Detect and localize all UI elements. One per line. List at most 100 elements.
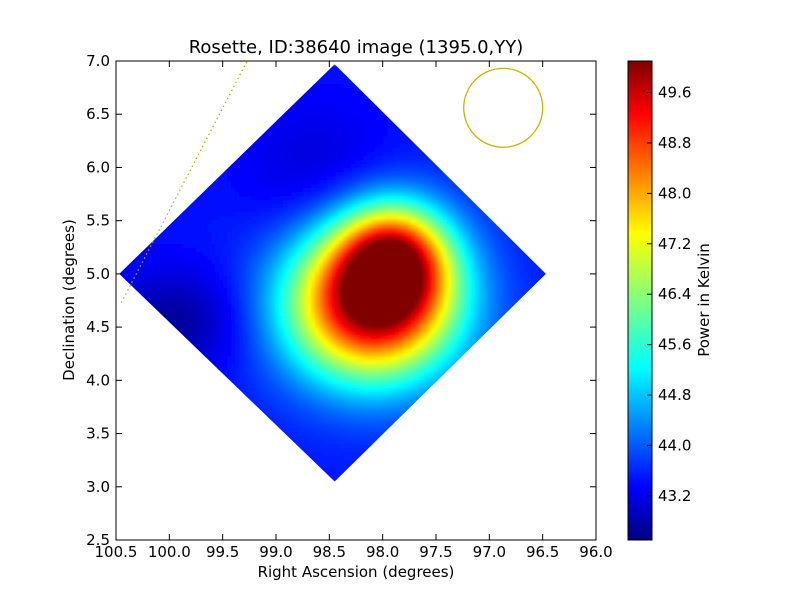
heatmap-cell bbox=[383, 176, 388, 181]
heatmap-cell bbox=[535, 196, 540, 201]
heatmap-cell bbox=[523, 244, 528, 249]
heatmap-cell bbox=[411, 136, 416, 141]
heatmap-cell bbox=[303, 216, 308, 221]
heatmap-cell bbox=[283, 168, 288, 173]
heatmap-cell bbox=[423, 184, 428, 189]
heatmap-cell bbox=[123, 180, 128, 185]
heatmap-cell bbox=[167, 132, 172, 137]
heatmap-cell bbox=[543, 92, 546, 97]
heatmap-cell bbox=[335, 216, 340, 221]
heatmap-cell bbox=[235, 232, 240, 237]
heatmap-cell bbox=[311, 108, 316, 113]
heatmap-cell bbox=[179, 136, 184, 141]
heatmap-cell bbox=[195, 236, 200, 241]
heatmap-cell bbox=[227, 148, 232, 153]
heatmap-cell bbox=[351, 112, 356, 117]
heatmap-cell bbox=[511, 192, 516, 197]
heatmap-cell bbox=[159, 168, 164, 173]
heatmap-cell bbox=[371, 148, 376, 153]
heatmap-cell bbox=[351, 84, 356, 89]
heatmap-cell bbox=[459, 204, 464, 209]
heatmap-cell bbox=[539, 200, 544, 205]
heatmap-cell bbox=[151, 196, 156, 201]
heatmap-cell bbox=[179, 160, 184, 165]
heatmap-cell bbox=[451, 136, 456, 141]
heatmap-cell bbox=[239, 88, 244, 93]
heatmap-cell bbox=[275, 112, 280, 117]
heatmap-cell bbox=[155, 180, 160, 185]
heatmap-cell bbox=[367, 200, 372, 205]
heatmap-cell bbox=[527, 188, 532, 193]
heatmap-cell bbox=[291, 240, 296, 245]
heatmap-cell bbox=[183, 92, 188, 97]
heatmap-cell bbox=[531, 116, 536, 121]
heatmap-cell bbox=[299, 240, 304, 245]
heatmap-cell bbox=[407, 188, 412, 193]
heatmap-cell bbox=[351, 76, 356, 81]
heatmap-cell bbox=[487, 128, 492, 133]
heatmap-cell bbox=[351, 172, 356, 177]
heatmap-cell bbox=[407, 84, 412, 89]
heatmap-cell bbox=[467, 64, 472, 69]
heatmap-cell bbox=[295, 224, 300, 229]
heatmap-cell bbox=[231, 240, 236, 245]
heatmap-cell bbox=[259, 80, 264, 85]
heatmap-cell bbox=[363, 140, 368, 145]
heatmap-cell bbox=[419, 120, 424, 125]
heatmap-cell bbox=[419, 92, 424, 97]
heatmap-cell bbox=[443, 152, 448, 157]
heatmap-cell bbox=[331, 128, 336, 133]
heatmap-cell bbox=[411, 172, 416, 177]
heatmap-cell bbox=[523, 116, 528, 121]
heatmap-cell bbox=[463, 176, 468, 181]
heatmap-cell bbox=[363, 172, 368, 177]
heatmap-cell bbox=[403, 132, 408, 137]
heatmap-cell bbox=[307, 228, 312, 233]
heatmap-cell bbox=[267, 128, 272, 133]
heatmap-cell bbox=[527, 108, 532, 113]
heatmap-cell bbox=[415, 84, 420, 89]
heatmap-cell bbox=[159, 212, 164, 217]
heatmap-cell bbox=[271, 100, 276, 105]
heatmap-cell bbox=[223, 184, 228, 189]
heatmap-cell bbox=[291, 80, 296, 85]
heatmap-cell bbox=[275, 220, 280, 225]
heatmap-cell bbox=[503, 120, 508, 125]
heatmap-cell bbox=[511, 148, 516, 153]
heatmap-cell bbox=[271, 76, 276, 81]
heatmap-cell bbox=[319, 84, 324, 89]
heatmap-cell bbox=[423, 72, 428, 77]
heatmap-cell bbox=[251, 92, 256, 97]
heatmap-cell bbox=[415, 152, 420, 157]
heatmap-cell bbox=[535, 112, 540, 117]
heatmap-cell bbox=[255, 132, 260, 137]
heatmap-cell bbox=[279, 216, 284, 221]
heatmap-cell bbox=[319, 116, 324, 121]
heatmap-cell bbox=[411, 76, 416, 81]
heatmap-cell bbox=[323, 220, 328, 225]
heatmap-cell bbox=[211, 100, 216, 105]
heatmap-cell bbox=[127, 80, 132, 85]
heatmap-cell bbox=[291, 184, 296, 189]
heatmap-cell bbox=[459, 232, 464, 237]
heatmap-cell bbox=[211, 104, 216, 109]
heatmap-cell bbox=[199, 176, 204, 181]
heatmap-cell bbox=[275, 224, 280, 229]
heatmap-cell bbox=[507, 188, 512, 193]
heatmap-cell bbox=[407, 108, 412, 113]
heatmap-cell bbox=[451, 76, 456, 81]
heatmap-cell bbox=[387, 216, 392, 221]
heatmap-cell bbox=[155, 196, 160, 201]
heatmap-cell bbox=[235, 152, 240, 157]
heatmap-cell bbox=[211, 96, 216, 101]
heatmap-cell bbox=[519, 232, 524, 237]
heatmap-cell bbox=[323, 68, 328, 73]
heatmap-cell bbox=[431, 152, 436, 157]
heatmap-cell bbox=[543, 132, 546, 137]
heatmap-cell bbox=[155, 100, 160, 105]
heatmap-cell bbox=[231, 192, 236, 197]
heatmap-cell bbox=[283, 148, 288, 153]
heatmap-cell bbox=[119, 100, 124, 105]
heatmap-cell bbox=[335, 104, 340, 109]
heatmap-cell bbox=[123, 196, 128, 201]
